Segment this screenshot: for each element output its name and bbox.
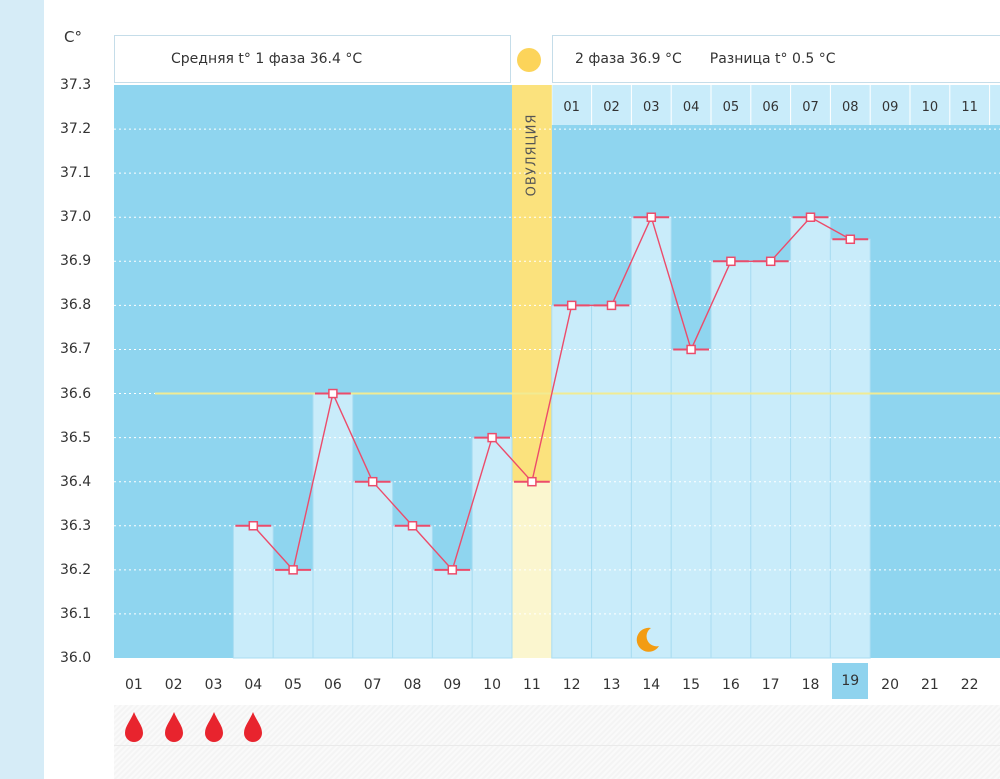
y-tick-label: 36.2 [60,561,92,578]
phase1-summary: Средняя t° 1 фаза 36.4 °С [114,35,511,83]
x-tick-label[interactable]: 14 [642,677,661,693]
ovulation-label: ОВУЛЯЦИЯ [524,113,540,197]
x-tick-label[interactable]: 08 [403,677,422,693]
temperature-point [765,256,776,267]
x-tick-label[interactable]: 01 [124,677,143,693]
blood-drop-icon [244,712,263,742]
blood-drop-icon [164,712,183,742]
temperature-bar [232,525,274,659]
phase2-day-label: 06 [762,100,779,115]
phase2-day-row [551,85,1000,125]
y-tick-label: 36.7 [60,341,92,358]
ovulation-band [512,85,552,482]
temperature-point [248,521,259,531]
phase2-day-label: 05 [722,100,740,115]
symptom-rows [114,705,1000,779]
y-tick-label: 37.2 [60,121,92,138]
x-tick-label-current[interactable]: 19 [832,663,869,699]
temperature-point [845,234,856,245]
phase2-day-label: 04 [682,100,700,115]
phase1-average-text: Средняя t° 1 фаза 36.4 °С [171,51,363,67]
temperature-point [367,476,378,487]
temperature-point [606,300,617,311]
x-tick-label[interactable]: 03 [204,677,223,693]
y-tick-label: 36.0 [60,650,92,666]
temperature-point [566,300,577,311]
phase2-day-label: 11 [961,100,978,115]
x-tick-label[interactable]: 13 [602,677,621,693]
x-tick-label[interactable]: 04 [244,677,263,693]
temperature-bar [710,260,752,659]
phase2-average-text: 2 фаза 36.9 °С [575,51,682,67]
y-tick-label: 36.3 [60,517,92,534]
sun-icon [517,48,541,72]
phase2-day-label: 09 [881,100,899,115]
x-tick-label[interactable]: 06 [323,677,342,693]
temperature-bar [312,393,354,659]
temperature-point [686,344,696,355]
x-tick-label[interactable]: 18 [801,677,820,693]
temperature-bar [392,525,433,659]
phase2-day-label: 03 [643,100,660,115]
y-tick-label: 36.1 [60,605,92,622]
chart-header: Средняя t° 1 фаза 36.4 °С 2 фаза 36.9 °С… [114,35,1000,85]
x-tick-label[interactable]: 11 [522,677,541,693]
x-tick-label[interactable]: 16 [721,677,740,693]
x-tick-label[interactable]: 10 [483,677,501,693]
phase2-summary: 2 фаза 36.9 °С Разница t° 0.5 °С [552,35,1000,83]
temperature-bar [670,348,712,659]
blood-drop-icon [124,712,143,742]
x-tick-label[interactable]: 15 [682,677,700,693]
x-tick-label[interactable]: 12 [562,677,581,693]
temperature-bar [630,216,672,659]
x-tick-label[interactable]: 17 [761,677,780,693]
temperature-point [407,521,418,531]
x-tick-label[interactable]: 07 [363,677,382,693]
y-tick-label: 37.1 [60,165,92,182]
blood-drop-icon [204,712,223,742]
temperature-point [527,476,537,487]
y-tick-label: 36.9 [60,253,92,270]
temperature-point [487,432,497,443]
temperature-point [726,256,736,267]
temperature-bar [471,437,513,659]
phase2-day-label: 08 [842,100,859,115]
temperature-point [646,212,657,222]
y-axis-unit-label: C° [64,28,82,46]
temperature-bar [352,481,394,659]
temperature-line [252,215,851,572]
phase2-day-label: 02 [603,100,620,115]
phase2-day-label: 07 [802,100,819,115]
temperature-point [447,565,458,575]
phase2-day-label: 10 [921,100,939,115]
temperature-bar [750,260,792,659]
temperature-point [288,565,298,575]
temperature-bar [431,569,473,659]
y-tick-label: 37.3 [60,77,92,93]
x-tick-label[interactable]: 21 [920,677,939,693]
temperature-difference-text: Разница t° 0.5 °С [709,51,836,67]
x-tick-label[interactable]: 20 [881,677,899,693]
y-tick-label: 36.4 [60,473,92,490]
temperature-point [328,388,338,399]
y-tick-label: 36.8 [60,297,92,314]
left-side-strip [0,0,44,779]
y-tick-label: 36.6 [60,385,92,402]
y-tick-label: 36.5 [60,429,92,446]
x-tick-label[interactable]: 22 [960,677,979,693]
phase2-day-label: 01 [563,100,580,115]
x-tick-label[interactable]: 02 [164,677,183,693]
temperature-point [805,212,816,222]
y-tick-label: 37.0 [60,209,92,226]
x-tick-label[interactable]: 09 [443,677,462,693]
x-tick-label[interactable]: 05 [284,677,302,693]
temperature-bar [829,238,871,659]
moon-icon [637,627,660,652]
